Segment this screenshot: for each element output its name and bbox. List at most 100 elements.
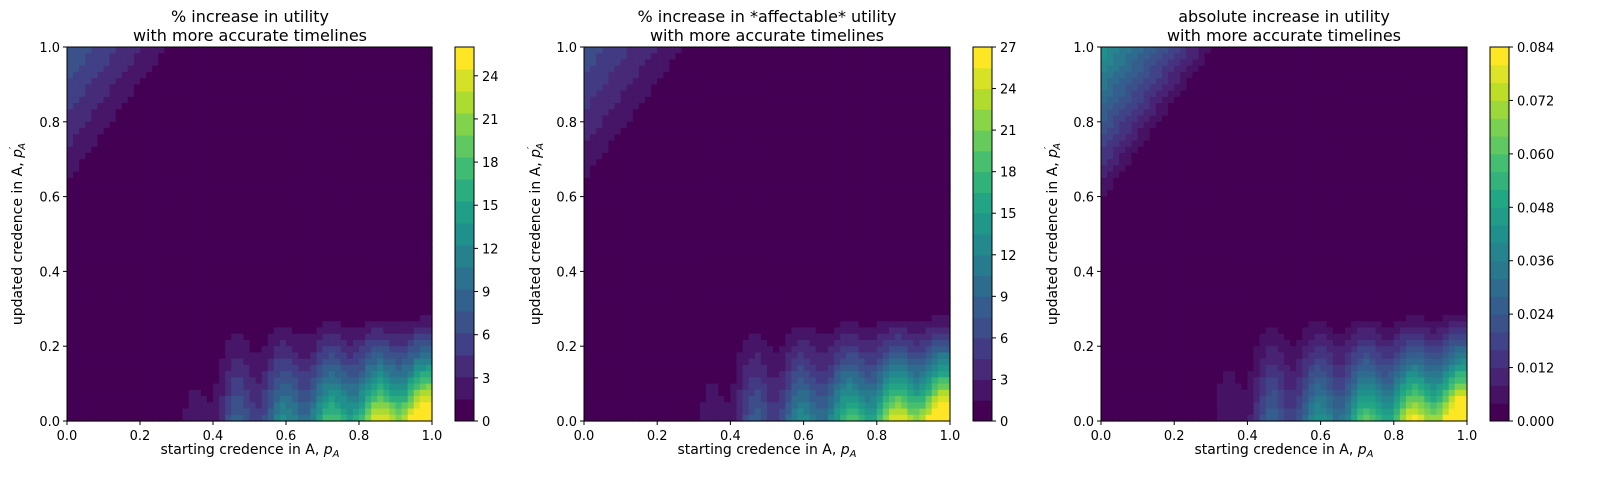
colorbar-level [455,179,474,202]
panel-2-contour-cell [718,115,725,123]
panel-2-contour-cell [736,140,744,148]
panel-1-contour-cell [377,47,384,54]
panel-2-contour-cell [840,84,847,92]
panel-1-contour-cell [249,358,257,366]
panel-2-contour-cell [596,128,603,135]
panel-2-contour-cell [828,159,835,167]
panel-1-contour-cell [346,78,354,85]
panel-1-contour-cell [377,283,384,291]
panel-1-contour-cell [146,396,153,403]
panel-1-contour-cell [219,90,226,98]
panel-1-contour-cell [182,190,190,198]
panel-1-contour-cell [67,296,74,304]
panel-1-contour-cell [371,152,378,160]
panel-1-contour-cell [298,184,305,191]
panel-1-contour-cell [267,134,275,142]
panel-1-contour-cell [389,296,397,304]
panel-1-contour-cell [273,346,281,354]
panel-1-contour-cell [152,202,159,210]
panel-1-contour-cell [286,296,293,304]
panel-1-contour-cell [261,308,269,316]
panel-2-contour-cell [748,103,756,110]
panel-2-contour-cell [907,53,914,61]
panel-1-contour-cell [237,171,245,179]
panel-1-contour-cell [292,258,299,266]
panel-1-contour-cell [213,265,220,272]
panel-2-contour-cell [913,159,921,167]
panel-1-contour-cell [267,215,275,223]
panel-2-contour-cell [870,140,878,148]
panel-1-contour-cell [346,227,354,235]
panel-1-contour-cell [206,59,214,67]
panel-2-contour-cell [858,171,866,179]
panel-1-contour-cell [255,333,263,341]
panel-1-contour-cell [395,377,403,385]
panel-1-contour-cell [146,252,153,260]
panel-1-contour-cell [67,308,74,316]
panel-2-contour-cell [645,159,652,167]
panel-2-contour-cell [937,53,945,61]
panel-1-contour-cell [109,296,117,304]
panel-1-contour-cell [73,346,80,354]
panel-1-contour-cell [133,364,141,372]
panel-2-contour-cell [760,90,768,98]
panel-2-contour-cell [803,71,811,79]
panel-1-contour-cell [200,302,208,310]
panel-1-contour-cell [127,109,135,117]
panel-1-contour-cell [97,315,105,322]
panel-1-contour-cell [158,402,165,410]
panel-1-contour-cell [85,408,92,416]
panel-1-contour-cell [164,352,172,360]
panel-1-contour-cell [170,308,178,316]
panel-1-contour-cell [206,283,214,291]
panel-2-contour-cell [699,121,707,129]
panel-1-contour-cell [334,227,342,235]
panel-2-contour-cell [632,96,640,104]
panel-1-contour-cell [359,246,366,254]
panel-1-contour-cell [146,47,153,54]
panel-1-contour-cell [261,364,269,372]
panel-1-contour-cell [176,358,184,366]
panel-1-contour-cell [425,371,433,378]
panel-2-contour-cell [834,128,841,135]
panel-1-contour-cell [237,184,245,191]
panel-2-contour-cell [809,65,817,73]
panel-2-contour-cell [919,128,927,135]
panel-1-contour-cell [273,333,281,341]
panel-1-contour-cell [213,47,220,54]
panel-1-contour-cell [255,402,263,410]
panel-1-contour-cell [359,227,366,235]
panel-1-contour-cell [109,346,117,354]
panel-1-contour-cell [237,283,245,291]
panel-1-contour-cell [182,339,190,347]
panel-1-contour-cell [334,383,342,391]
panel-1-contour-cell [413,90,421,98]
panel-1-contour-cell [109,140,117,148]
panel-2-contour-cell [718,96,725,104]
panel-1-contour-cell [158,140,165,148]
panel-1-contour-cell [352,290,360,297]
panel-1-contour-cell [97,396,105,403]
panel-2-contour-cell [693,96,701,104]
panel-1-contour-cell [419,165,427,173]
panel-1-contour-cell [243,159,251,167]
panel-2-contour-cell [687,159,695,167]
panel-2-contour-cell [632,152,640,160]
panel-1-contour-cell [206,165,214,173]
panel-1-contour-cell [206,308,214,316]
panel-1-contour-cell [425,321,433,329]
panel-2-contour-cell [687,65,695,73]
panel-2-contour-cell [937,121,945,129]
panel-2-contour-cell [925,134,933,142]
panel-1-contour-cell [425,159,433,167]
panel-1-contour-cell [255,84,263,92]
panel-1-contour-cell [359,47,366,54]
panel-1-contour-cell [383,140,391,148]
panel-1-contour-cell [267,296,275,304]
panel-1-contour-cell [85,171,92,179]
panel-1-contour-cell [383,234,391,241]
panel-2-contour-cell [797,165,805,173]
panel-1-contour-cell [115,65,123,73]
panel-1-contour-cell [133,377,141,385]
panel-1-contour-cell [237,177,245,185]
